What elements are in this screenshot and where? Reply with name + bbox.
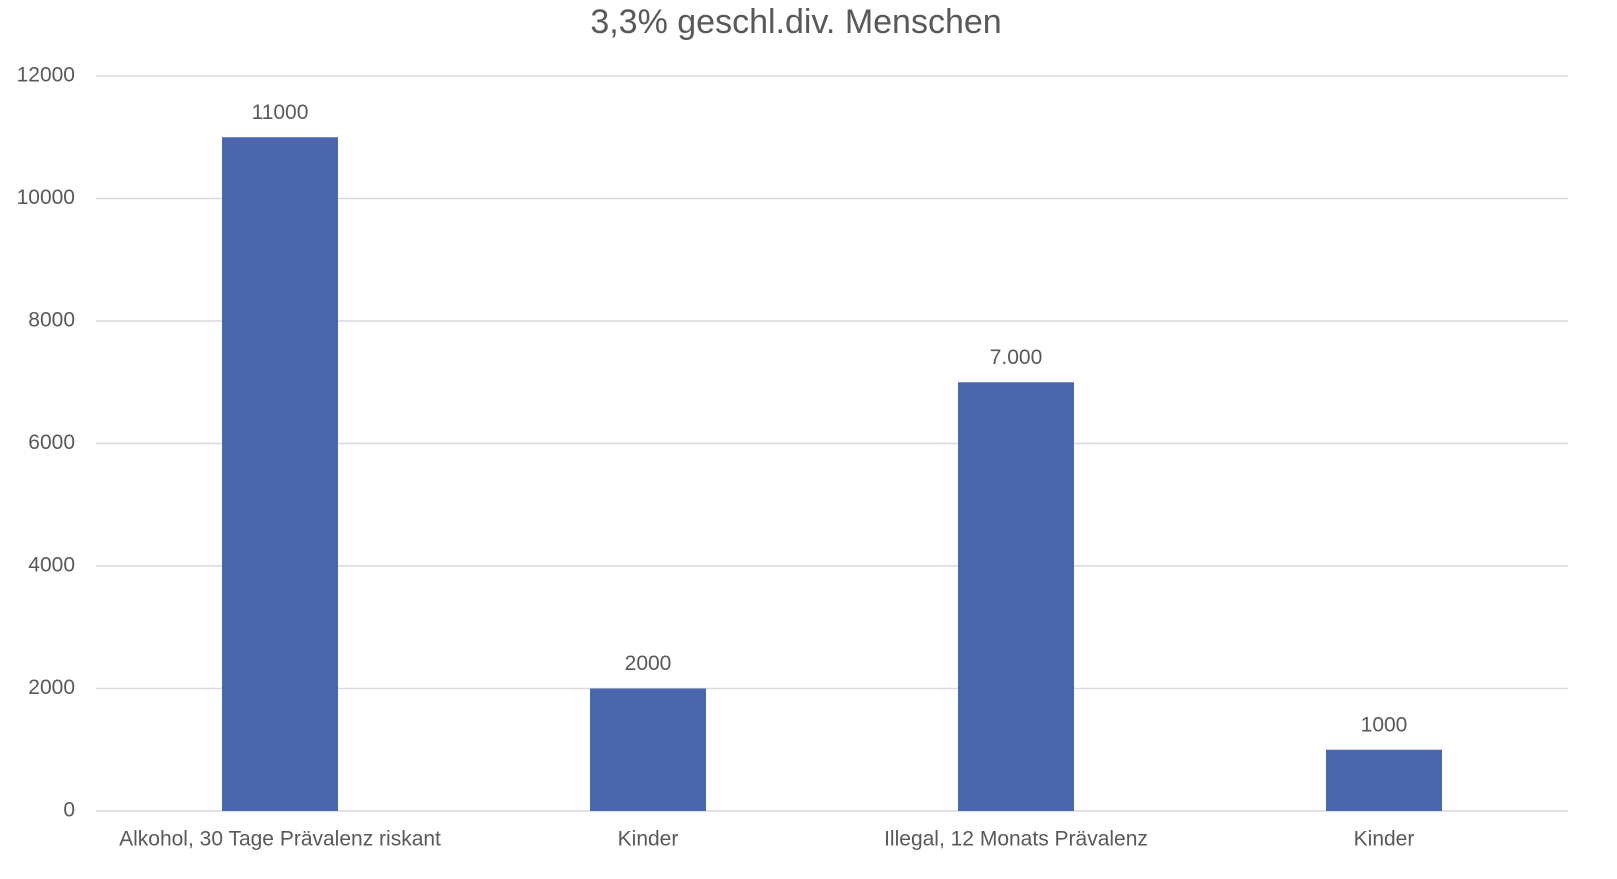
x-tick-label: Alkohol, 30 Tage Prävalenz riskant bbox=[119, 828, 441, 851]
data-label: 1000 bbox=[1361, 713, 1408, 736]
y-tick-label: 4000 bbox=[28, 554, 75, 577]
y-tick-label: 8000 bbox=[28, 309, 75, 332]
chart-title: 3,3% geschl.div. Menschen bbox=[590, 3, 1001, 41]
data-label: 2000 bbox=[625, 652, 672, 675]
bar bbox=[590, 688, 706, 811]
y-tick-label: 10000 bbox=[17, 186, 75, 209]
bar bbox=[1326, 749, 1442, 811]
data-label: 11000 bbox=[252, 101, 309, 124]
y-tick-label: 12000 bbox=[17, 64, 75, 87]
x-tick-label: Kinder bbox=[618, 828, 679, 851]
y-tick-label: 6000 bbox=[28, 431, 75, 454]
y-tick-label: 0 bbox=[63, 799, 75, 822]
y-tick-label: 2000 bbox=[28, 676, 75, 699]
x-tick-label: Kinder bbox=[1354, 828, 1415, 851]
bar bbox=[958, 382, 1074, 811]
data-label: 7.000 bbox=[990, 346, 1043, 369]
x-tick-label: Illegal, 12 Monats Prävalenz bbox=[884, 828, 1148, 851]
bar bbox=[222, 137, 338, 811]
